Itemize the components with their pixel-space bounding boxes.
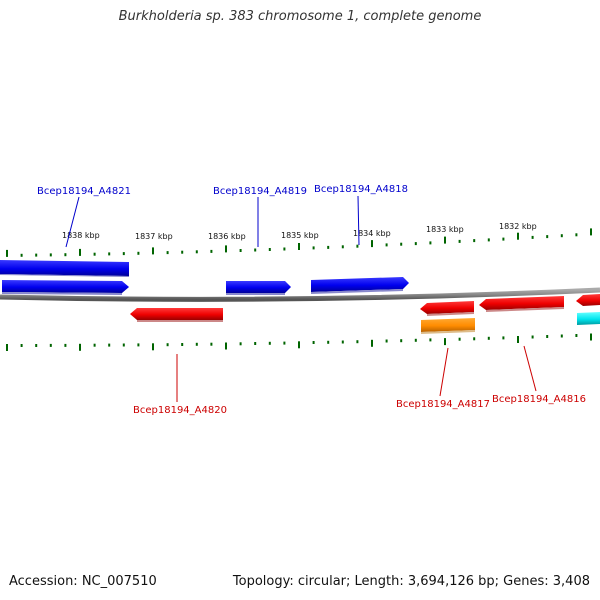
gene-label-plus[interactable]: Bcep18194_A4818 — [314, 184, 408, 195]
genome-backbone — [0, 287, 600, 302]
gene-label-minus[interactable]: Bcep18194_A4816 — [492, 394, 586, 405]
leader-line — [65, 196, 80, 248]
scale-label: 1838 kbp — [62, 231, 100, 240]
scale-label: 1835 kbp — [281, 231, 319, 240]
leader-line — [357, 195, 360, 246]
map-title: Burkholderia sp. 383 chromosome 1, compl… — [118, 9, 482, 24]
gene-feature-plus[interactable] — [0, 260, 129, 277]
gene-label-minus[interactable]: Bcep18194_A4820 — [133, 405, 227, 416]
inner-scale-ticks — [6, 333, 592, 351]
topology-text: Topology: circular; Length: 3,694,126 bp… — [232, 574, 590, 589]
scale-label: 1834 kbp — [353, 229, 391, 238]
scale-label: 1833 kbp — [426, 225, 464, 234]
scale-label: 1832 kbp — [499, 222, 537, 231]
gene-feature-minus[interactable] — [479, 296, 564, 312]
gene-feature-plus[interactable] — [2, 280, 129, 295]
gene-feature-minus[interactable] — [130, 308, 223, 322]
leader-line — [523, 345, 537, 392]
scale-label: 1836 kbp — [208, 232, 246, 241]
accession-text: Accession: NC_007510 — [9, 574, 157, 589]
gene-feature-cyan[interactable] — [577, 312, 600, 325]
gene-feature-plus[interactable] — [311, 277, 409, 294]
gene-label-plus[interactable]: Bcep18194_A4819 — [213, 186, 307, 197]
scale-label: 1837 kbp — [135, 232, 173, 241]
gene-feature-minus[interactable] — [420, 301, 474, 316]
gene-feature-plus[interactable] — [226, 281, 291, 295]
gene-label-plus[interactable]: Bcep18194_A4821 — [37, 186, 131, 197]
gene-label-minus[interactable]: Bcep18194_A4817 — [396, 399, 490, 410]
leader-line — [439, 347, 449, 397]
outer-scale-ticks — [6, 228, 592, 257]
gene-feature-orange[interactable] — [421, 318, 475, 334]
gene-feature-minus[interactable] — [576, 294, 600, 306]
